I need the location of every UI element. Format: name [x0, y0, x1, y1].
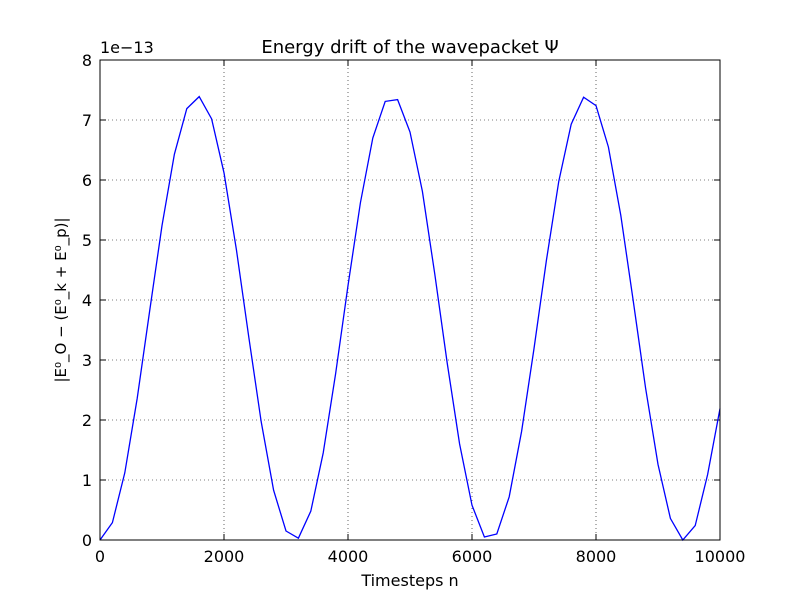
y-tick-label: 5	[82, 231, 92, 250]
y-tick-label: 0	[82, 531, 92, 550]
x-axis-label: Timesteps n	[360, 571, 458, 590]
y-tick-label: 1	[82, 471, 92, 490]
x-tick-label: 4000	[328, 547, 369, 566]
x-tick-label: 2000	[204, 547, 245, 566]
x-tick-label: 10000	[695, 547, 746, 566]
chart-title: Energy drift of the wavepacket Ψ	[261, 37, 558, 58]
y-tick-label: 8	[82, 51, 92, 70]
y-axis-label: |E⁰_O − (E⁰_k + E⁰_p)|	[52, 217, 71, 382]
data-line	[99, 95, 721, 542]
y-tick-label: 6	[82, 171, 92, 190]
y-tick-label: 4	[82, 291, 92, 310]
x-tick-label: 0	[95, 547, 105, 566]
y-offset-label: 1e−13	[100, 38, 154, 57]
y-tick-label: 7	[82, 111, 92, 130]
x-tick-label: 6000	[452, 547, 493, 566]
y-tick-label: 2	[82, 411, 92, 430]
y-tick-label: 3	[82, 351, 92, 370]
plot-frame	[99, 59, 721, 541]
x-tick-label: 8000	[576, 547, 617, 566]
